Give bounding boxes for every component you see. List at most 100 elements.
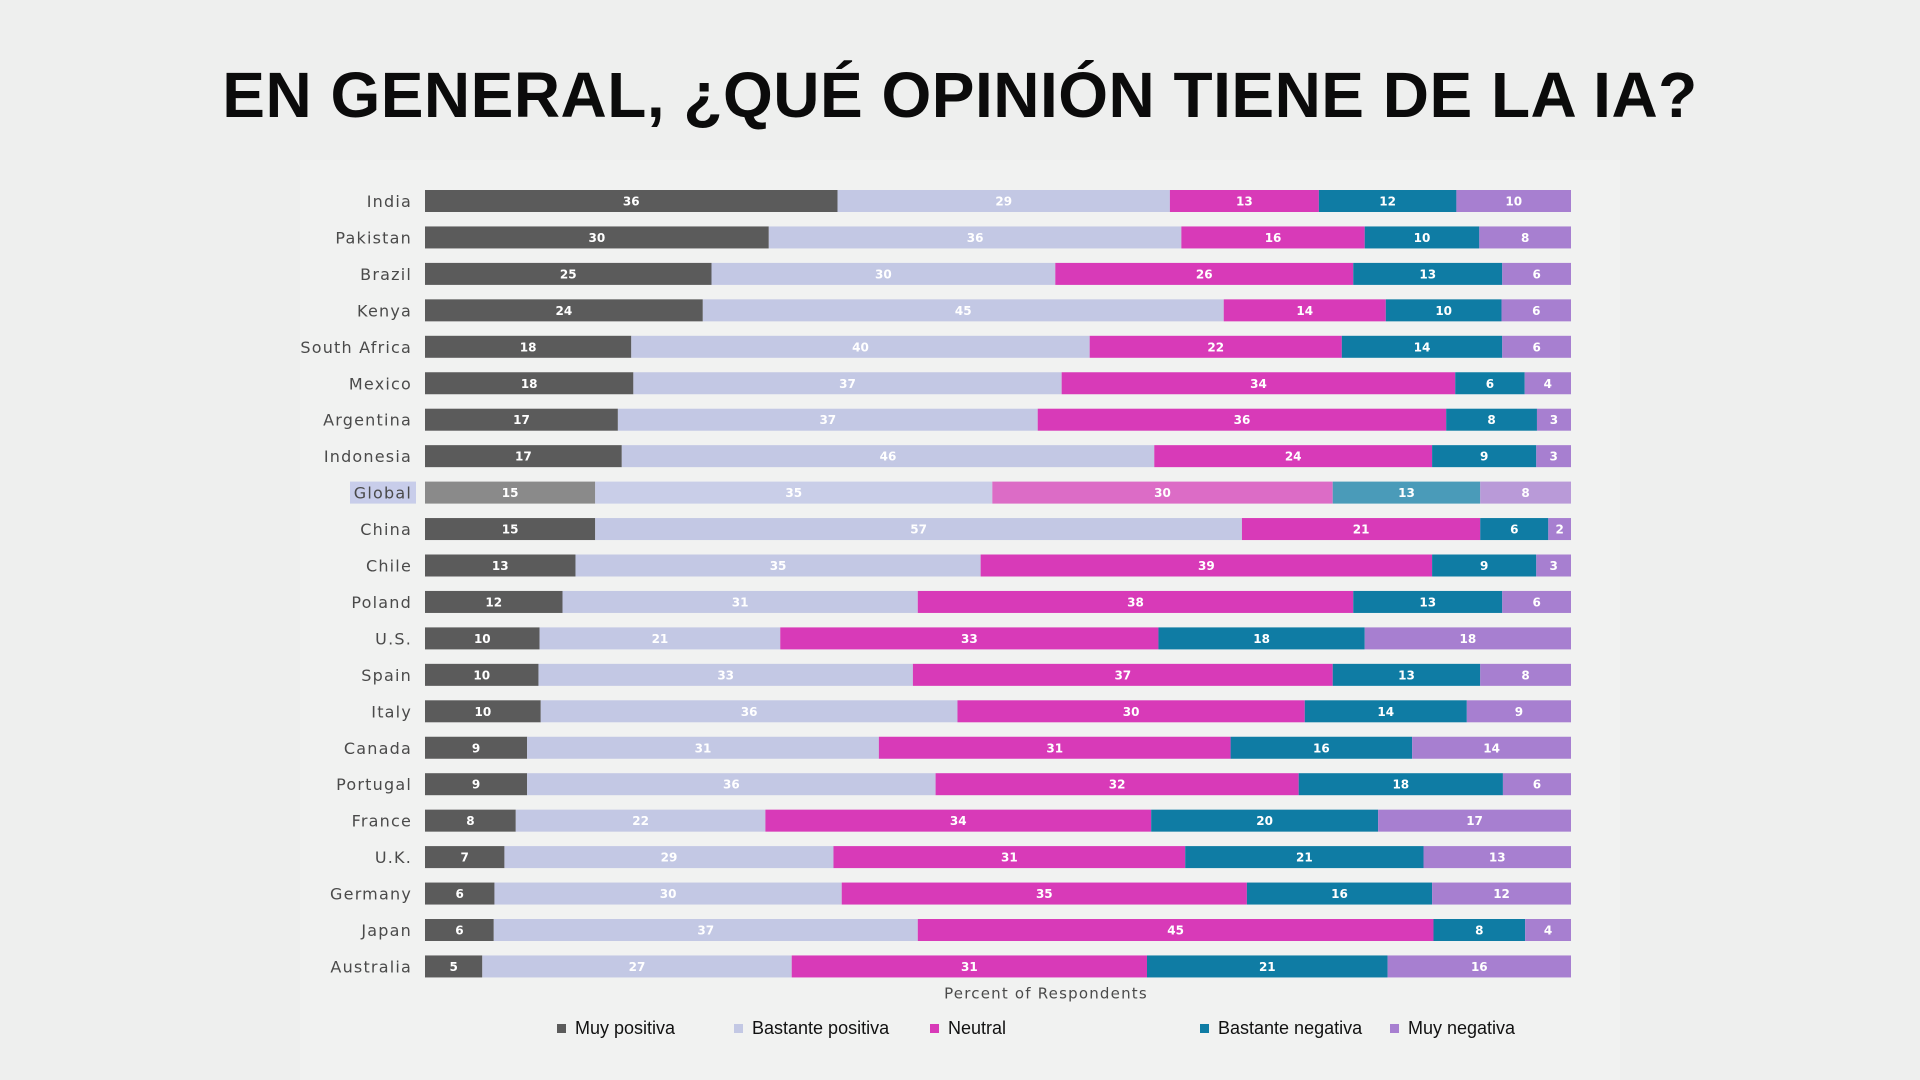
- bar-mexico-muy-positiva: [425, 372, 634, 395]
- bar-italy-muy-negativa: [1466, 700, 1571, 723]
- data-label-spain-neutral: 37: [1114, 668, 1131, 682]
- bar-u-s-muy-negativa: [1364, 627, 1571, 650]
- data-label-canada-neutral: 31: [1046, 741, 1063, 755]
- legend-item-muy-negativa: Muy negativa: [1390, 1018, 1515, 1039]
- data-label-mexico-muy-positiva: 18: [521, 377, 538, 391]
- data-label-canada-muy-positiva: 9: [472, 741, 480, 755]
- bar-poland-bastante-negativa: [1353, 590, 1503, 613]
- data-label-france-muy-positiva: 8: [466, 814, 474, 828]
- bar-poland-muy-negativa: [1502, 590, 1571, 613]
- data-label-mexico-neutral: 34: [1250, 377, 1267, 391]
- bar-india-muy-positiva: [425, 190, 838, 212]
- bar-australia-neutral: [791, 955, 1147, 978]
- category-label-chile: Chile: [366, 557, 412, 576]
- bar-spain-bastante-negativa: [1332, 663, 1481, 686]
- bar-canada-muy-positiva: [425, 736, 528, 759]
- data-label-chile-muy-positiva: 13: [492, 559, 509, 573]
- data-label-global-muy-positiva: 15: [502, 486, 519, 500]
- data-label-brazil-muy-negativa: 6: [1532, 267, 1540, 281]
- bar-australia-bastante-negativa: [1146, 955, 1388, 978]
- data-label-south-africa-bastante-positiva: 40: [852, 340, 869, 354]
- data-label-pakistan-muy-negativa: 8: [1521, 231, 1529, 245]
- data-label-u-k-neutral: 31: [1001, 851, 1018, 865]
- legend-item-bastante-positiva: Bastante positiva: [734, 1018, 889, 1039]
- bar-australia-muy-negativa: [1387, 955, 1571, 978]
- data-label-chile-bastante-positiva: 35: [770, 559, 787, 573]
- category-label-south-africa: South Africa: [300, 338, 412, 357]
- data-label-italy-bastante-negativa: 14: [1377, 705, 1394, 719]
- category-label-australia: Australia: [330, 957, 412, 976]
- bar-china-neutral: [1241, 518, 1481, 541]
- data-label-pakistan-neutral: 16: [1265, 231, 1282, 245]
- bar-kenya-muy-negativa: [1501, 299, 1571, 322]
- data-label-china-bastante-positiva: 57: [910, 523, 927, 537]
- data-label-france-neutral: 34: [950, 814, 967, 828]
- data-label-u-s-muy-negativa: 18: [1460, 632, 1477, 646]
- bar-u-k-neutral: [833, 846, 1186, 869]
- bar-south-africa-bastante-positiva: [631, 335, 1090, 358]
- bar-global-bastante-negativa: [1332, 481, 1481, 504]
- bar-mexico-neutral: [1061, 372, 1456, 395]
- legend-label-neutral: Neutral: [948, 1018, 1007, 1038]
- data-label-australia-neutral: 31: [961, 960, 978, 974]
- data-label-india-bastante-positiva: 29: [995, 195, 1012, 209]
- bar-china-bastante-negativa: [1480, 518, 1549, 541]
- category-label-canada: Canada: [344, 739, 412, 758]
- data-label-japan-neutral: 45: [1167, 924, 1184, 938]
- data-label-argentina-bastante-positiva: 37: [819, 413, 836, 427]
- data-label-u-k-muy-positiva: 7: [461, 851, 469, 865]
- bar-indonesia-bastante-positiva: [621, 445, 1155, 468]
- bar-u-k-muy-positiva: [425, 846, 505, 869]
- bar-argentina-bastante-negativa: [1446, 408, 1537, 431]
- bar-poland-bastante-positiva: [562, 590, 918, 613]
- category-label-france: France: [352, 812, 412, 831]
- data-label-u-s-bastante-positiva: 21: [652, 632, 669, 646]
- bar-australia-muy-positiva: [425, 955, 483, 978]
- bar-france-neutral: [765, 809, 1152, 832]
- data-label-chile-neutral: 39: [1198, 559, 1215, 573]
- bar-u-k-bastante-negativa: [1185, 846, 1424, 869]
- bar-canada-muy-negativa: [1412, 736, 1571, 759]
- category-label-u-k: U.K.: [375, 848, 412, 867]
- bar-france-muy-negativa: [1378, 809, 1571, 832]
- bar-u-k-muy-negativa: [1423, 846, 1571, 869]
- bar-germany-muy-negativa: [1432, 882, 1571, 905]
- data-label-portugal-muy-negativa: 6: [1533, 778, 1541, 792]
- bar-india-muy-negativa: [1456, 190, 1571, 212]
- data-label-kenya-neutral: 14: [1296, 304, 1313, 318]
- bar-global-bastante-positiva: [595, 481, 993, 504]
- bar-indonesia-muy-negativa: [1536, 445, 1571, 468]
- data-label-canada-bastante-positiva: 31: [695, 741, 712, 755]
- data-label-china-muy-negativa: 2: [1555, 523, 1563, 537]
- bar-portugal-muy-negativa: [1502, 773, 1571, 796]
- data-label-spain-bastante-positiva: 33: [717, 668, 734, 682]
- data-label-u-k-muy-negativa: 13: [1489, 851, 1506, 865]
- data-label-japan-bastante-negativa: 8: [1475, 924, 1483, 938]
- bar-italy-bastante-positiva: [540, 700, 958, 723]
- bar-pakistan-muy-positiva: [425, 226, 769, 249]
- bar-global-muy-positiva: [425, 481, 596, 504]
- category-label-portugal: Portugal: [336, 775, 412, 794]
- data-label-germany-muy-positiva: 6: [456, 887, 464, 901]
- data-label-argentina-muy-negativa: 3: [1550, 413, 1558, 427]
- data-label-brazil-bastante-negativa: 13: [1419, 267, 1436, 281]
- bar-u-s-neutral: [780, 627, 1159, 650]
- bar-portugal-muy-positiva: [425, 773, 528, 796]
- bar-argentina-muy-positiva: [425, 408, 618, 431]
- data-label-pakistan-muy-positiva: 30: [589, 231, 606, 245]
- category-label-india: India: [367, 192, 412, 211]
- bar-mexico-bastante-positiva: [633, 372, 1062, 395]
- category-label-germany: Germany: [330, 885, 412, 904]
- data-label-kenya-bastante-positiva: 45: [955, 304, 972, 318]
- legend-swatch-muy-positiva: [557, 1024, 566, 1033]
- bar-france-muy-positiva: [425, 809, 516, 832]
- x-axis-label: Percent of Respondents: [944, 984, 1148, 1002]
- data-label-poland-muy-negativa: 6: [1532, 595, 1540, 609]
- data-label-italy-muy-positiva: 10: [475, 705, 492, 719]
- bar-poland-muy-positiva: [425, 590, 563, 613]
- bar-south-africa-bastante-negativa: [1341, 335, 1503, 358]
- data-label-brazil-muy-positiva: 25: [560, 267, 577, 281]
- data-label-italy-muy-negativa: 9: [1515, 705, 1523, 719]
- bar-pakistan-bastante-positiva: [768, 226, 1182, 249]
- bar-brazil-muy-negativa: [1502, 262, 1571, 285]
